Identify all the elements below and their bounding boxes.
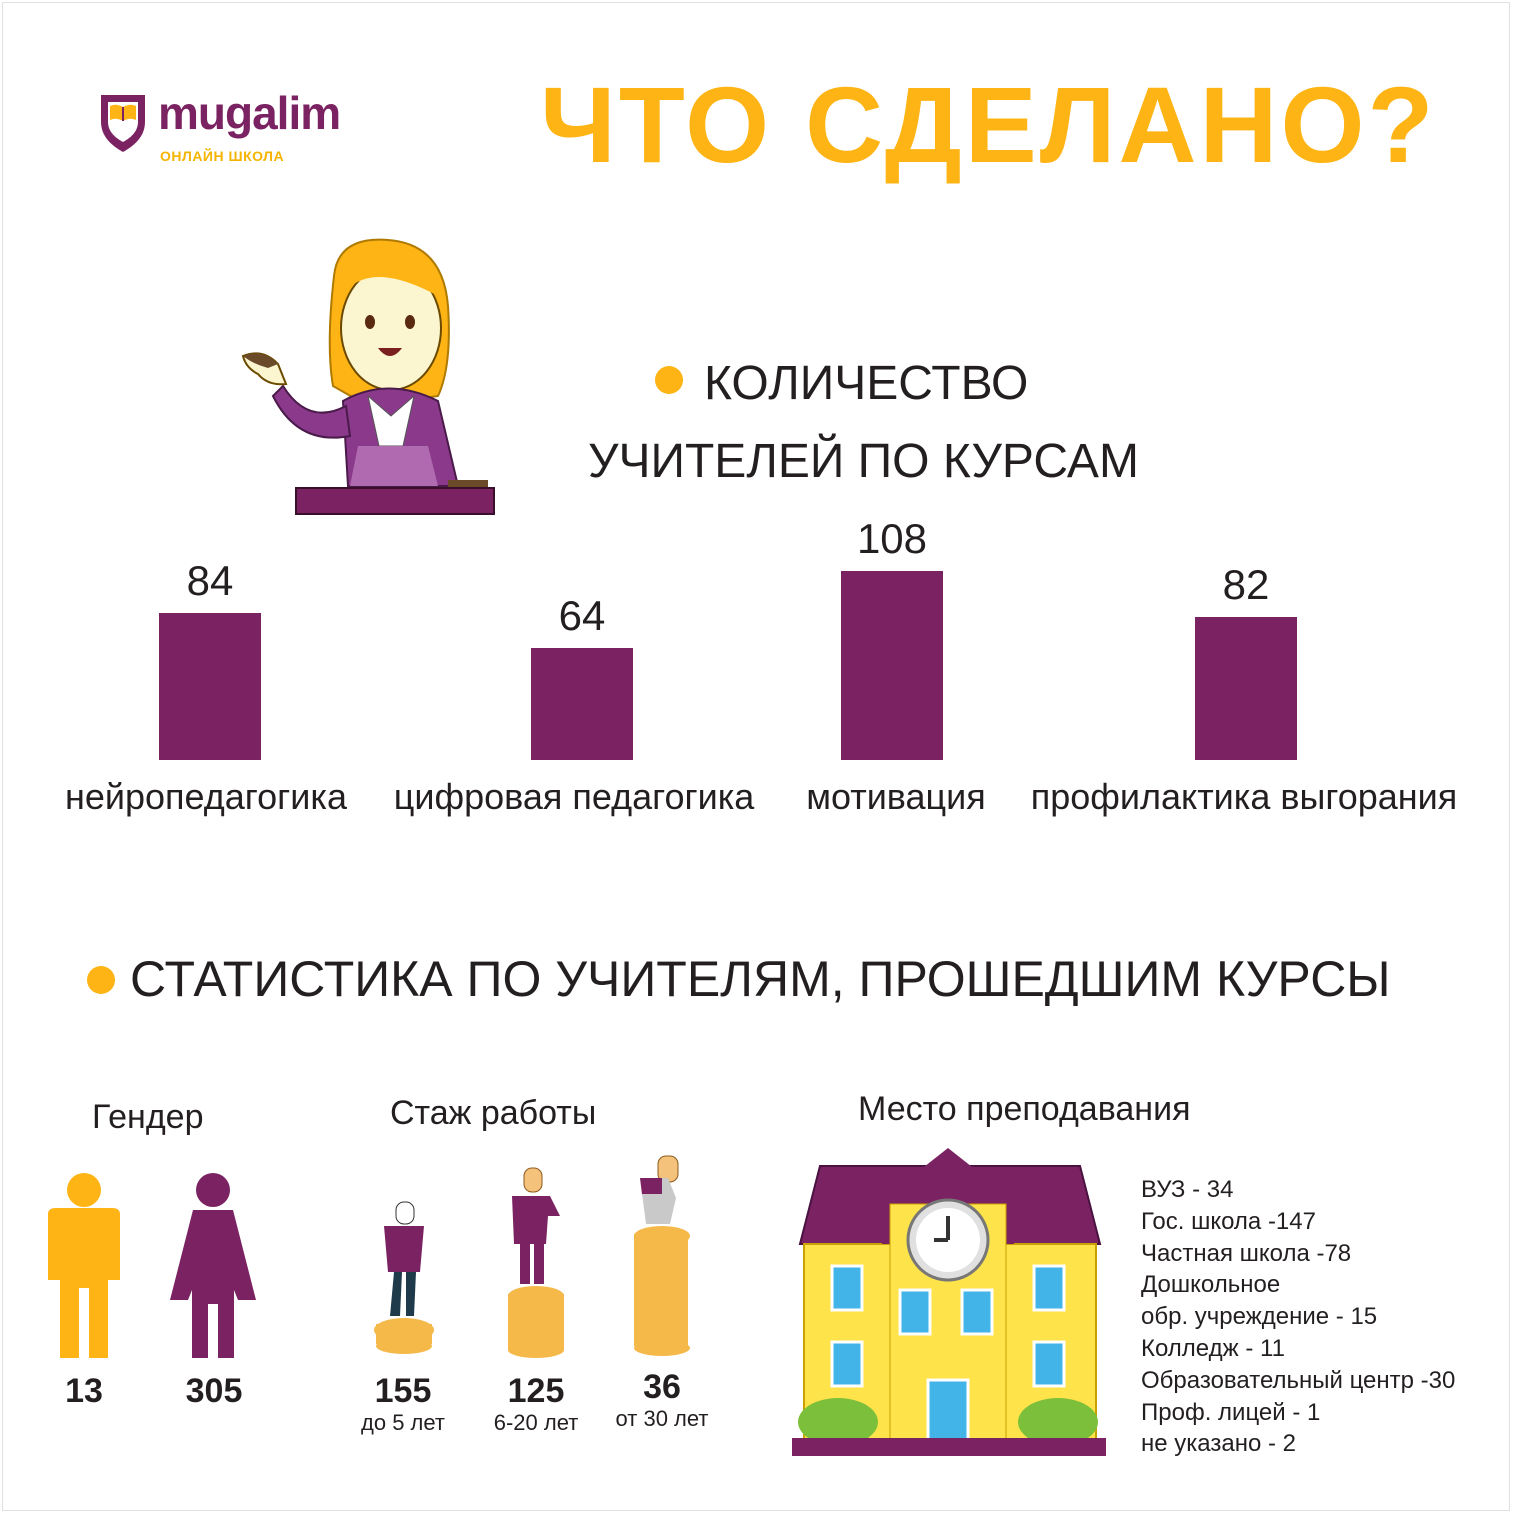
section-stats-title: СТАТИСТИКА ПО УЧИТЕЛЯМ, ПРОШЕДШИМ КУРСЫ xyxy=(130,951,1391,1007)
experience-title: Стаж работы xyxy=(390,1094,597,1132)
section-courses-title-line1: КОЛИЧЕСТВО xyxy=(704,357,1029,410)
place-item: ВУЗ - 34 xyxy=(1141,1176,1234,1203)
teacher-illustration xyxy=(241,238,495,515)
gender-title: Гендер xyxy=(92,1098,204,1136)
place-item: Частная школа -78 xyxy=(1141,1239,1352,1267)
place-item: Колледж - 11 xyxy=(1141,1334,1285,1362)
experience-label-2: от 30 лет xyxy=(615,1406,709,1431)
page-title: ЧТО СДЕЛАНО? xyxy=(540,64,1437,185)
coins-large-stack-icon xyxy=(634,1155,690,1356)
bullet-dot xyxy=(655,366,683,394)
coins-small-stack-icon xyxy=(374,1201,434,1354)
gender-female-count: 305 xyxy=(185,1372,243,1410)
experience-value-1: 125 xyxy=(507,1372,565,1410)
place-item: Дошкольное xyxy=(1141,1271,1281,1299)
coins-medium-stack-icon xyxy=(508,1167,564,1358)
bullet-dot xyxy=(87,966,115,994)
place-list: ВУЗ - 34 Гос. школа -147 Частная школа -… xyxy=(1141,1174,1455,1460)
section-courses-title-line2: УЧИТЕЛЕЙ ПО КУРСАМ xyxy=(588,435,1139,488)
school-building-icon xyxy=(792,1148,1106,1456)
logo-name: mugalim xyxy=(158,87,341,139)
experience-value-2: 36 xyxy=(643,1368,681,1406)
experience-label-0: до 5 лет xyxy=(361,1410,445,1435)
experience-value-0: 155 xyxy=(374,1372,432,1410)
logo-subtitle: ОНЛАЙН ШКОЛА xyxy=(160,148,285,164)
place-item: не указано - 2 xyxy=(1141,1430,1297,1458)
male-icon xyxy=(48,1173,120,1358)
logo-shield-icon xyxy=(101,95,145,152)
experience-label-1: 6-20 лет xyxy=(493,1410,579,1435)
place-item: Гос. школа -147 xyxy=(1141,1207,1316,1235)
gender-male-count: 13 xyxy=(65,1372,103,1410)
place-item: Образовательный центр -30 xyxy=(1141,1366,1456,1394)
female-icon xyxy=(170,1173,256,1358)
place-item: Проф. лицей - 1 xyxy=(1141,1398,1321,1426)
place-item: обр. учреждение - 15 xyxy=(1141,1303,1378,1331)
place-title: Место преподавания xyxy=(858,1090,1191,1128)
